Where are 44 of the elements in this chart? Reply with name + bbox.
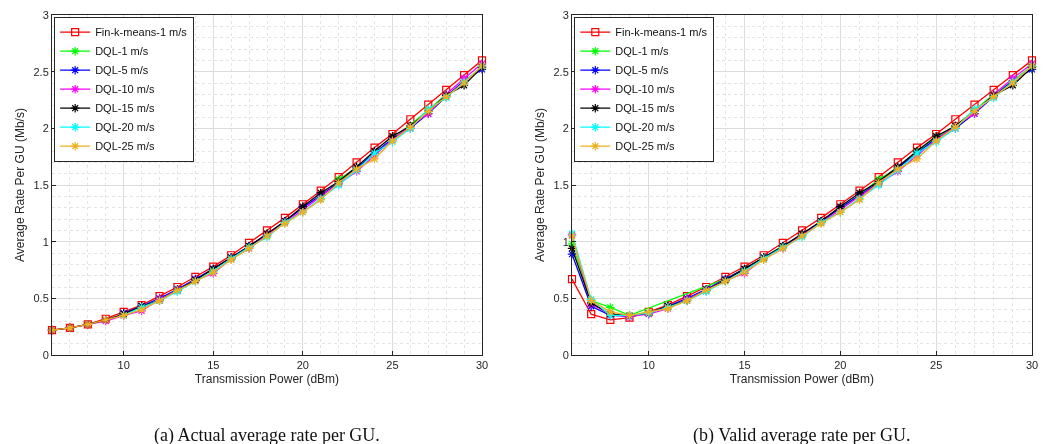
y-tick-label: 1.5 bbox=[553, 178, 569, 191]
y-tick-label: 1.5 bbox=[33, 178, 49, 191]
x-axis-title: Transmission Power (dBm) bbox=[194, 372, 340, 387]
x-tick-label: 15 bbox=[207, 359, 220, 372]
y-tick-label: 2.5 bbox=[33, 65, 49, 78]
y-axis-title: Average Rate Per GU (Mb/s) bbox=[532, 108, 547, 262]
legend-label: DQL-5 m/s bbox=[615, 64, 669, 77]
text: (a) Actual average rate per GU. bbox=[154, 425, 380, 444]
y-tick-label: 0 bbox=[42, 348, 49, 361]
y-tick-label: 2 bbox=[562, 122, 569, 135]
y-tick-label: 0.5 bbox=[33, 292, 49, 305]
legend-label: DQL-15 m/s bbox=[95, 102, 155, 115]
y-tick-label: 1 bbox=[42, 235, 49, 248]
x-tick-label: 30 bbox=[1025, 359, 1039, 372]
legend-label: DQL-20 m/s bbox=[615, 121, 676, 134]
x-tick-label: 15 bbox=[738, 359, 751, 372]
legend-label: DQL-25 m/s bbox=[615, 140, 676, 153]
y-tick-label: 3 bbox=[42, 8, 49, 21]
x-axis-title: Transmission Power (dBm) bbox=[729, 372, 875, 387]
legend-label: DQL-25 m/s bbox=[95, 140, 155, 153]
legend-label: DQL-1 m/s bbox=[615, 45, 669, 58]
y-tick-label: 3 bbox=[562, 8, 569, 21]
y-tick-label: 2 bbox=[42, 122, 49, 135]
legend-label: Fin-k-means-1 m/s bbox=[615, 26, 708, 39]
legend-label: DQL-15 m/s bbox=[615, 102, 676, 115]
x-tick-label: 25 bbox=[930, 359, 943, 372]
legend-label: DQL-10 m/s bbox=[615, 83, 676, 96]
x-tick-label: 20 bbox=[296, 359, 309, 372]
text: (b) Valid average rate per GU. bbox=[693, 425, 911, 444]
y-tick-label: 1 bbox=[562, 235, 569, 248]
x-tick-label: 10 bbox=[642, 359, 655, 372]
legend-label: DQL-20 m/s bbox=[95, 121, 155, 134]
y-tick-label: 0 bbox=[562, 348, 569, 361]
x-tick-label: 25 bbox=[386, 359, 399, 372]
legend-label: DQL-10 m/s bbox=[95, 83, 155, 96]
y-tick-label: 0.5 bbox=[553, 292, 569, 305]
x-tick-label: 30 bbox=[475, 359, 489, 372]
legend-label: DQL-1 m/s bbox=[95, 45, 149, 58]
legend-label: DQL-5 m/s bbox=[95, 64, 149, 77]
y-tick-label: 2.5 bbox=[553, 65, 569, 78]
x-tick-label: 10 bbox=[117, 359, 130, 372]
y-axis-title: Average Rate Per GU (Mb/s) bbox=[12, 108, 27, 262]
legend-label: Fin-k-means-1 m/s bbox=[95, 26, 188, 39]
x-tick-label: 20 bbox=[834, 359, 847, 372]
